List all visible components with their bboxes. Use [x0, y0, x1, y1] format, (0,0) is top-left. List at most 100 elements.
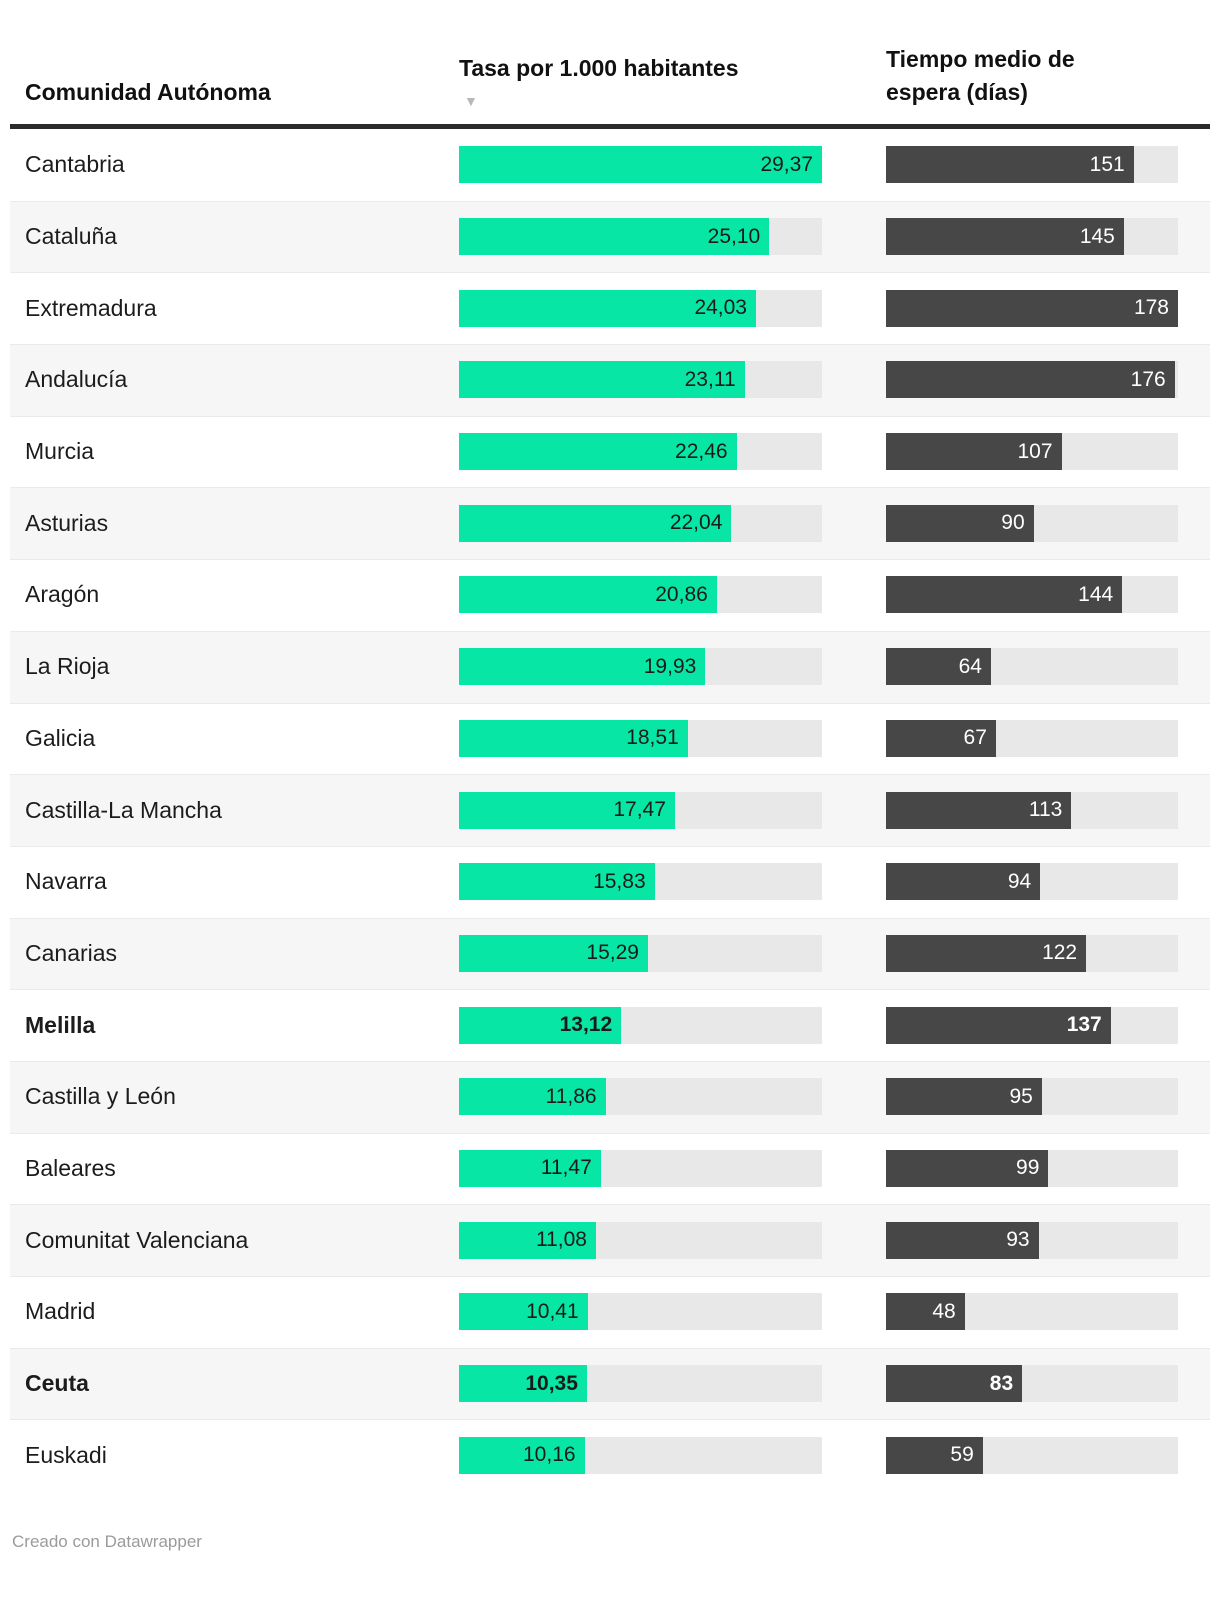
rate-bar-track: 22,04: [459, 504, 822, 542]
datawrapper-credit-link[interactable]: Creado con Datawrapper: [12, 1532, 202, 1552]
rate-cell: 10,16: [459, 1436, 886, 1474]
wait-bar: 48: [886, 1293, 965, 1331]
table-row: La Rioja 19,93 64: [10, 630, 1210, 703]
wait-cell: 122: [886, 934, 1210, 972]
wait-bar-track: 93: [886, 1221, 1178, 1259]
rate-cell: 18,51: [459, 719, 886, 757]
region-label: La Rioja: [25, 653, 110, 680]
wait-bar: 94: [886, 863, 1041, 901]
wait-bar: 107: [886, 433, 1062, 471]
rate-cell: 23,11: [459, 361, 886, 399]
region-label: Castilla-La Mancha: [25, 796, 222, 823]
rate-value: 11,08: [535, 1228, 587, 1252]
wait-bar: 122: [886, 934, 1087, 972]
rate-bar-track: 15,29: [459, 934, 822, 972]
wait-bar: 176: [886, 361, 1175, 399]
rate-bar: 13,12: [459, 1006, 622, 1044]
wait-value: 151: [1089, 152, 1125, 176]
table-row: Castilla y León 11,86 95: [10, 1060, 1210, 1133]
rate-cell: 29,37: [459, 146, 886, 184]
rate-bar: 15,29: [459, 934, 648, 972]
rate-bar-track: 13,12: [459, 1006, 822, 1044]
rate-value: 19,93: [643, 654, 697, 678]
wait-value: 59: [950, 1443, 974, 1467]
sort-descending-icon[interactable]: ▼: [464, 93, 478, 109]
rate-value: 23,11: [684, 367, 736, 391]
wait-cell: 145: [886, 218, 1210, 256]
rate-bar-track: 25,10: [459, 218, 822, 256]
table: Comunidad Autónoma Tasa por 1.000 habita…: [10, 0, 1210, 1552]
column-header-rate[interactable]: Tasa por 1.000 habitantes ▼: [459, 52, 886, 109]
wait-cell: 48: [886, 1293, 1210, 1331]
rate-bar: 10,35: [459, 1365, 587, 1403]
rate-value: 25,10: [707, 224, 761, 248]
wait-value: 137: [1066, 1013, 1102, 1037]
rate-cell: 15,29: [459, 934, 886, 972]
rate-bar-track: 29,37: [459, 146, 822, 184]
rate-value: 24,03: [694, 296, 747, 320]
wait-cell: 95: [886, 1078, 1210, 1116]
rate-cell: 17,47: [459, 791, 886, 829]
wait-cell: 137: [886, 1006, 1210, 1044]
rate-bar: 22,04: [459, 504, 732, 542]
rate-value: 17,47: [613, 798, 666, 822]
rate-bar: 24,03: [459, 289, 756, 327]
wait-bar-track: 176: [886, 361, 1178, 399]
wait-cell: 99: [886, 1149, 1210, 1187]
wait-value: 144: [1078, 582, 1114, 606]
wait-cell: 67: [886, 719, 1210, 757]
table-row: Cataluña 25,10 145: [10, 200, 1210, 273]
wait-bar-track: 64: [886, 648, 1178, 686]
wait-bar: 99: [886, 1149, 1049, 1187]
wait-bar: 67: [886, 719, 996, 757]
wait-cell: 59: [886, 1436, 1210, 1474]
rate-bar-track: 10,35: [459, 1365, 822, 1403]
wait-bar: 178: [886, 289, 1178, 327]
region-label: Canarias: [25, 939, 118, 966]
table-row: Melilla 13,12 137: [10, 989, 1210, 1061]
region-label: Asturias: [25, 509, 109, 536]
rate-cell: 24,03: [459, 289, 886, 327]
rate-bar-track: 15,83: [459, 863, 822, 901]
wait-bar-track: 59: [886, 1436, 1178, 1474]
column-header-region[interactable]: Comunidad Autónoma: [10, 76, 459, 109]
rate-bar: 19,93: [459, 648, 706, 686]
wait-bar-track: 113: [886, 791, 1178, 829]
region-label: Extremadura: [25, 294, 157, 321]
column-header-wait[interactable]: Tiempo medio de espera (días): [886, 43, 1136, 109]
table-row: Aragón 20,86 144: [10, 559, 1210, 631]
wait-cell: 107: [886, 433, 1210, 471]
rate-bar-track: 10,16: [459, 1436, 822, 1474]
wait-value: 64: [958, 654, 982, 678]
wait-cell: 176: [886, 361, 1210, 399]
table-row: Navarra 15,83 94: [10, 846, 1210, 918]
rate-bar: 10,16: [459, 1436, 585, 1474]
rate-value: 18,51: [626, 726, 679, 750]
wait-cell: 178: [886, 289, 1210, 327]
table-header: Comunidad Autónoma Tasa por 1.000 habita…: [10, 0, 1210, 129]
wait-bar-track: 48: [886, 1293, 1178, 1331]
wait-value: 67: [963, 726, 987, 750]
rate-cell: 20,86: [459, 576, 886, 614]
rate-value: 10,41: [526, 1299, 579, 1323]
region-label: Galicia: [25, 724, 96, 751]
rate-cell: 11,47: [459, 1149, 886, 1187]
rate-value: 10,16: [523, 1443, 576, 1467]
column-header-rate-label: Tasa por 1.000 habitantes: [459, 55, 739, 81]
table-row: Comunitat Valenciana 11,08 93: [10, 1204, 1210, 1276]
rate-cell: 10,35: [459, 1365, 886, 1403]
region-label: Aragón: [25, 581, 100, 608]
rate-bar: 18,51: [459, 719, 688, 757]
rate-bar-track: 17,47: [459, 791, 822, 829]
rate-bar-track: 22,46: [459, 433, 822, 471]
wait-value: 99: [1016, 1156, 1040, 1180]
wait-cell: 83: [886, 1365, 1210, 1403]
rate-bar: 10,41: [459, 1293, 588, 1331]
wait-bar-track: 178: [886, 289, 1178, 327]
table-body: Cantabria 29,37 151 Cataluña 25,10: [10, 129, 1210, 1491]
wait-bar: 59: [886, 1436, 983, 1474]
rate-bar: 29,37: [459, 146, 822, 184]
wait-cell: 64: [886, 648, 1210, 686]
wait-value: 94: [1007, 869, 1032, 893]
wait-value: 90: [1001, 511, 1025, 535]
